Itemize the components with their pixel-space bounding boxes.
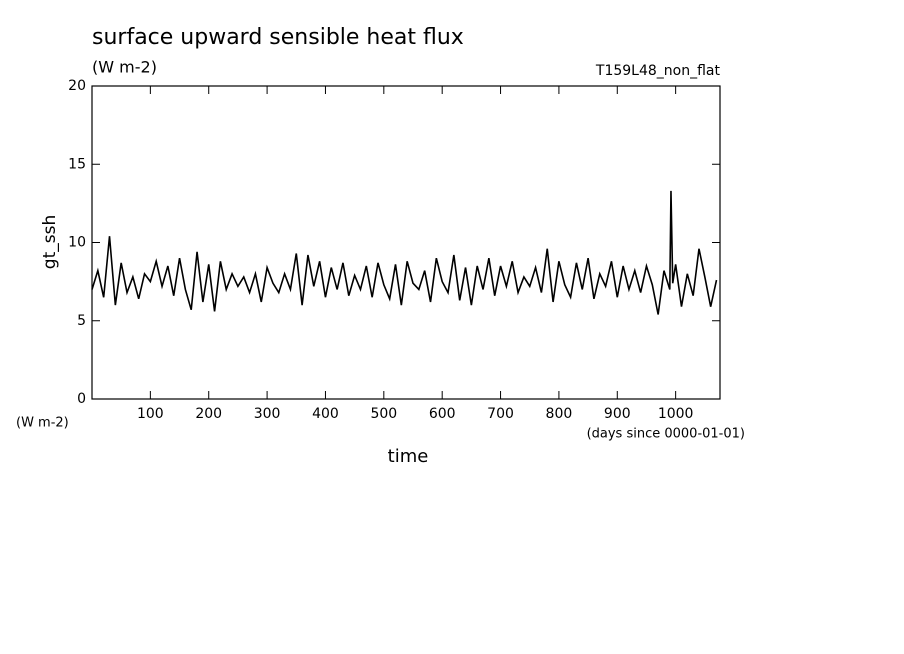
x-tick-label: 100 (137, 406, 164, 422)
y-tick-label: 5 (77, 313, 86, 329)
x-tick-label: 200 (195, 406, 222, 422)
x-tick-label: 700 (487, 406, 514, 422)
x-tick-label: 600 (429, 406, 456, 422)
chart-subtitle: (W m-2) (92, 58, 157, 77)
y-units: (W m-2) (16, 416, 69, 431)
y-tick-label: 10 (68, 235, 86, 251)
x-tick-label: 800 (546, 406, 573, 422)
x-units: (days since 0000-01-01) (587, 427, 745, 442)
x-tick-label: 400 (312, 406, 339, 422)
annotation: T159L48_non_flat (595, 63, 721, 79)
x-tick-label: 300 (254, 406, 281, 422)
plot-frame (91, 85, 721, 400)
y-tick-label: 0 (77, 391, 86, 407)
y-tick-label: 15 (68, 156, 86, 172)
y-tick-label: 20 (68, 78, 86, 94)
x-tick-label: 500 (370, 406, 397, 422)
x-tick-label: 900 (604, 406, 631, 422)
x-tick-label: 1000 (658, 406, 694, 422)
y-axis-label: gt_ssh (40, 215, 60, 269)
x-axis-label: time (388, 446, 429, 467)
chart-title: surface upward sensible heat flux (92, 25, 464, 50)
data-line (91, 190, 718, 315)
